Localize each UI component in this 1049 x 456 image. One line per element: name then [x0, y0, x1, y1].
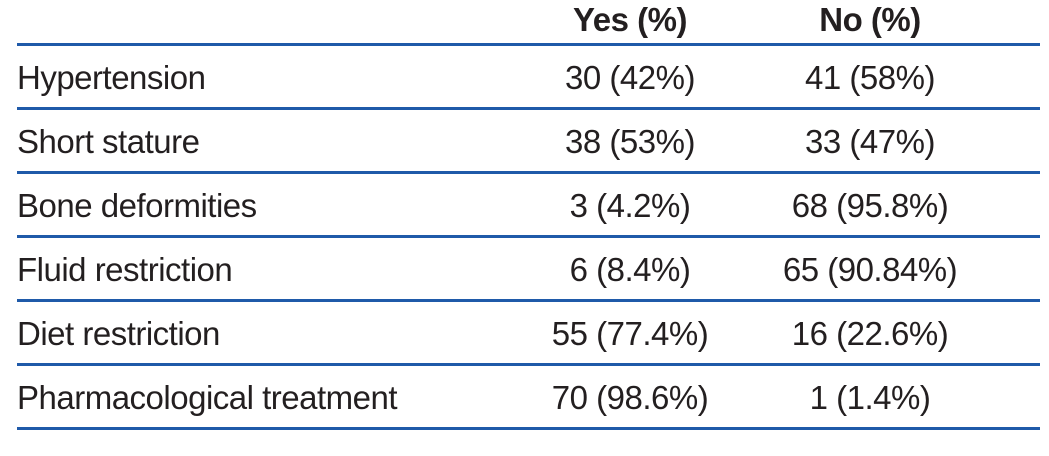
yes-value: 30 (42%) — [565, 59, 695, 96]
table-row: Pharmacological treatment 70 (98.6%) 1 (… — [17, 366, 1040, 430]
row-label: Pharmacological treatment — [17, 379, 398, 416]
table-row: Bone deformities 3 (4.2%) 68 (95.8%) — [17, 174, 1040, 238]
yes-value: 3 (4.2%) — [569, 187, 691, 224]
no-value: 68 (95.8%) — [791, 187, 949, 224]
table-header-row: Yes (%) No (%) — [17, 0, 1040, 46]
column-header-no: No (%) — [819, 1, 921, 38]
row-label: Hypertension — [17, 59, 206, 96]
row-label: Bone deformities — [17, 187, 257, 224]
table-row: Hypertension 30 (42%) 41 (58%) — [17, 46, 1040, 110]
no-value: 41 (58%) — [805, 59, 935, 96]
yes-value: 38 (53%) — [565, 123, 695, 160]
no-value: 33 (47%) — [805, 123, 935, 160]
yes-value: 70 (98.6%) — [551, 379, 709, 416]
no-value: 65 (90.84%) — [782, 251, 958, 288]
table-row: Diet restriction 55 (77.4%) 16 (22.6%) — [17, 302, 1040, 366]
row-label: Diet restriction — [17, 315, 220, 352]
table-row: Short stature 38 (53%) 33 (47%) — [17, 110, 1040, 174]
column-header-yes: Yes (%) — [573, 1, 687, 38]
no-value: 16 (22.6%) — [791, 315, 949, 352]
row-label: Short stature — [17, 123, 200, 160]
table-body: Hypertension 30 (42%) 41 (58%) Short sta… — [17, 46, 1040, 430]
column-header-empty — [17, 0, 520, 43]
yes-value: 55 (77.4%) — [551, 315, 709, 352]
table-row: Fluid restriction 6 (8.4%) 65 (90.84%) — [17, 238, 1040, 302]
no-value: 1 (1.4%) — [809, 379, 931, 416]
yes-value: 6 (8.4%) — [569, 251, 691, 288]
row-label: Fluid restriction — [17, 251, 233, 288]
